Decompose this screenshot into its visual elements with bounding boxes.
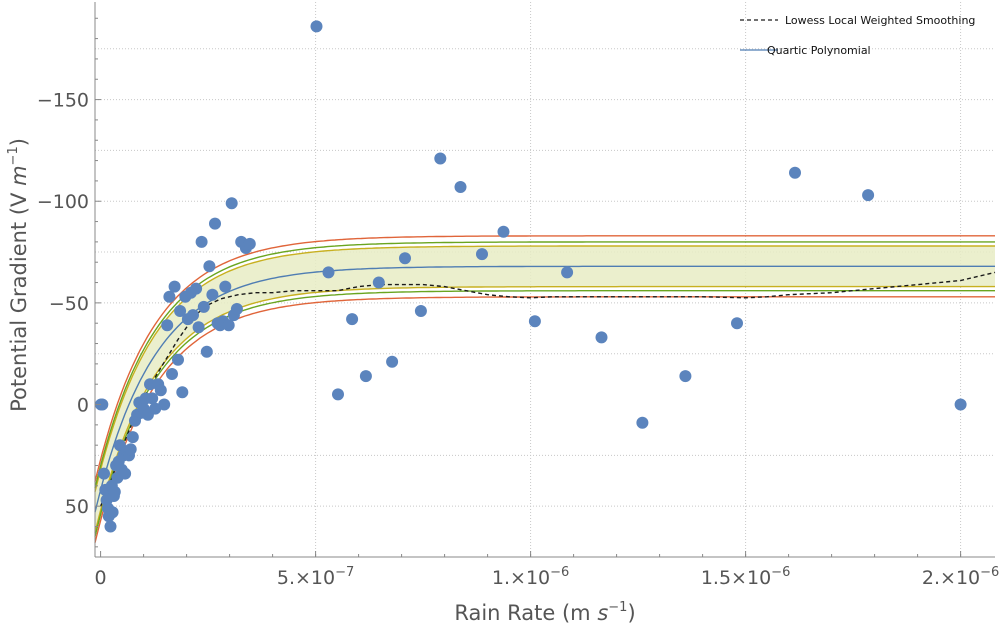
data-point: [789, 166, 801, 179]
y-tick-label: −100: [37, 191, 89, 213]
tick-labels: 0 5.×10−7 1.×10−6 1.5×10−6 2.×10−6 −150 −100 −5…: [37, 90, 999, 589]
data-point: [149, 402, 162, 415]
data-point: [168, 280, 181, 293]
data-point: [372, 276, 385, 289]
data-point: [96, 398, 109, 411]
data-point: [332, 388, 344, 401]
data-point: [190, 282, 203, 295]
data-points: [95, 20, 967, 533]
x-tick-label: 2.×10−6: [922, 565, 999, 589]
data-point: [200, 345, 213, 358]
data-point: [124, 443, 137, 456]
confidence-bands: [94, 235, 995, 543]
data-point: [528, 315, 541, 328]
data-point: [195, 235, 208, 248]
data-point: [146, 392, 159, 405]
inner-confidence-band: [95, 246, 995, 533]
data-point: [476, 248, 488, 261]
data-point: [386, 355, 399, 368]
legend: Lowess Local Weighted Smoothing Quartic …: [740, 14, 975, 57]
data-point: [414, 305, 427, 317]
data-point: [731, 317, 743, 330]
data-point: [497, 225, 510, 238]
data-point: [310, 20, 323, 33]
legend-lowess-label: Lowess Local Weighted Smoothing: [785, 14, 975, 27]
data-point: [346, 313, 359, 326]
quartic-fit-line: [94, 265, 995, 513]
data-point: [206, 288, 219, 301]
x-tick-label: 5.×10−7: [277, 565, 354, 589]
data-point: [154, 384, 167, 397]
data-point: [454, 181, 467, 193]
lowess-curve: [99, 271, 996, 507]
y-tick-label: 0: [77, 395, 89, 417]
data-point: [192, 321, 205, 334]
data-point: [222, 319, 235, 332]
data-point: [434, 152, 447, 165]
data-point: [399, 252, 411, 265]
data-point: [108, 485, 121, 498]
data-point: [225, 197, 238, 210]
data-point: [209, 217, 221, 230]
data-point: [161, 319, 174, 332]
data-point: [359, 370, 372, 383]
fit-curves: [94, 265, 996, 513]
y-tick-label: −50: [49, 293, 89, 315]
data-point: [144, 378, 156, 391]
data-point: [561, 266, 574, 279]
x-tick-label: 1.×10−6: [492, 565, 569, 589]
data-point: [176, 386, 189, 399]
data-point: [187, 309, 199, 322]
data-point: [104, 520, 117, 533]
data-point: [243, 237, 256, 250]
outer-band-upper-edge: [94, 235, 995, 482]
x-tick-label: 0: [95, 567, 107, 589]
data-point: [203, 260, 216, 273]
axes: [94, 2, 995, 558]
data-point: [163, 290, 176, 303]
data-point: [322, 266, 335, 279]
y-tick-label: 50: [65, 496, 89, 518]
data-point: [636, 416, 649, 429]
data-point: [595, 331, 608, 344]
data-point: [954, 398, 967, 411]
data-point: [126, 431, 139, 444]
y-axis-label: Potential Gradient (V m−1): [6, 138, 31, 412]
data-point: [679, 370, 692, 383]
data-point: [219, 280, 232, 293]
data-point: [197, 300, 210, 313]
data-point: [119, 467, 132, 480]
middle-band-upper-edge: [94, 241, 995, 488]
y-tick-label: −150: [37, 90, 89, 112]
data-point: [862, 189, 875, 202]
inner-band-lower-edge: [94, 285, 995, 533]
inner-band-upper-edge: [94, 245, 995, 492]
data-point: [174, 305, 187, 317]
outer-band-lower-edge: [94, 296, 995, 543]
data-point: [166, 368, 178, 380]
data-point: [98, 467, 110, 480]
data-point: [106, 506, 119, 519]
middle-band-lower-edge: [94, 290, 995, 537]
data-point: [172, 353, 184, 366]
legend-quartic-label: Quartic Polynomial: [767, 44, 871, 57]
x-axis-label: Rain Rate (m s−1): [454, 600, 635, 625]
data-point: [230, 303, 243, 315]
x-tick-label: 1.5×10−6: [701, 565, 791, 589]
data-point: [158, 398, 171, 411]
